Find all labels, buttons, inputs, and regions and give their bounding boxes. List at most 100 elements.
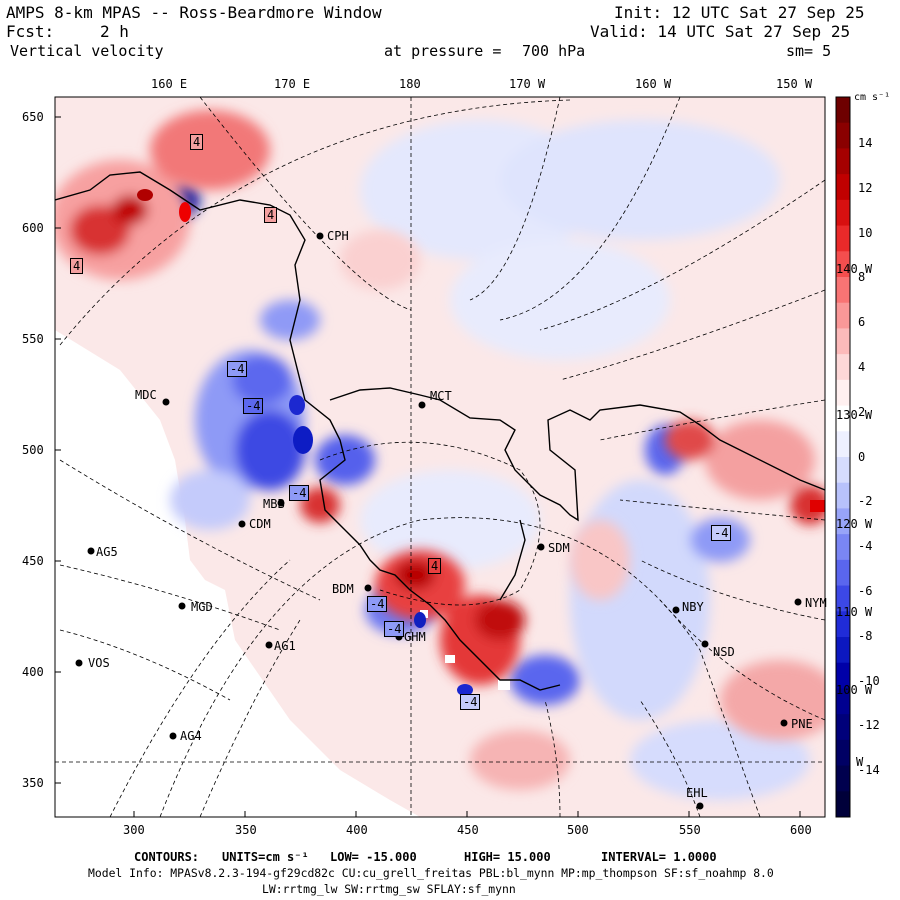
colorbar-swatch [836, 251, 850, 278]
y-tick-label: 500 [22, 443, 44, 457]
colorbar-swatch [836, 431, 850, 458]
smoothing: sm= 5 [786, 42, 832, 60]
lon-label: 150 W [776, 77, 813, 91]
contour-label: 4 [190, 134, 204, 150]
station-label: NSD [713, 645, 735, 659]
colorbar-swatch [836, 791, 850, 818]
colorbar-swatch [836, 534, 850, 561]
contour-label: 4 [264, 207, 278, 223]
colorbar-swatch [836, 508, 850, 535]
axis-ticks [55, 116, 801, 817]
pressure-level: 700 hPa [522, 42, 586, 60]
vertical-velocity-field [55, 97, 825, 817]
lon-label: 160 E [151, 77, 188, 91]
station-label: VOS [88, 656, 110, 670]
field-name: Vertical velocity [10, 42, 164, 60]
colorbar-swatch [836, 122, 850, 149]
colorbar-swatch [836, 174, 850, 201]
y-tick-label: 550 [22, 332, 44, 346]
colorbar-swatch [836, 457, 850, 484]
meridian-label: W [856, 755, 864, 769]
colorbar-units: cm s⁻¹ [854, 92, 891, 103]
contour-label: -4 [711, 525, 732, 541]
station-label: PNE [791, 717, 813, 731]
model-info: Model Info: MPASv8.2.3-194-gf29cd82c CU:… [88, 866, 774, 880]
colorbar-tick-label: 10 [858, 225, 873, 240]
blue-shading [125, 120, 810, 800]
no-data-region [55, 330, 420, 817]
colorbar-swatch [836, 637, 850, 664]
meridian-label: 110 W [836, 605, 873, 619]
meridian-label: 100 W [836, 683, 873, 697]
lon-label: 170 W [509, 77, 546, 91]
init-time: Init: 12 UTC Sat 27 Sep 25 [614, 3, 865, 22]
y-tick-label: 350 [22, 776, 44, 790]
contour-label: -4 [227, 361, 248, 377]
contour-label: -4 [367, 596, 388, 612]
x-tick-label: 400 [346, 823, 368, 837]
contour-label: -4 [243, 398, 264, 414]
x-tick-label: 300 [123, 823, 145, 837]
colorbar-swatch [836, 585, 850, 612]
station-label: SDM [548, 541, 570, 555]
station-label: MGD [191, 600, 213, 614]
station-label: EHL [686, 786, 708, 800]
colorbar-tick-label: 8 [858, 270, 866, 285]
contours-units: UNITS=cm s⁻¹ [222, 850, 309, 864]
colorbar-swatch [836, 559, 850, 587]
x-tick-label: 450 [457, 823, 479, 837]
valid-time: Valid: 14 UTC Sat 27 Sep 25 [590, 22, 851, 41]
colorbar-swatch [836, 739, 850, 767]
plot-frame [54, 96, 826, 818]
colorbar-tick-label: 14 [858, 136, 873, 150]
colorbar-tick-label: 6 [858, 315, 866, 330]
colorbar-swatch [836, 148, 850, 175]
colorbar-tick-label: 2 [858, 404, 866, 419]
contour-label: 4 [428, 558, 442, 574]
colorbar-swatch [836, 225, 850, 252]
colorbar-swatch [836, 97, 850, 124]
contours-high: HIGH= 15.000 [464, 850, 551, 864]
colorbar-tick-label: -4 [858, 539, 873, 554]
station-label: MCT [430, 389, 452, 403]
lat-lon-grid [55, 97, 825, 817]
physics-info: LW:rrtmg_lw SW:rrtmg_sw SFLAY:sf_mynn [262, 882, 516, 896]
lon-label: 160 W [635, 77, 672, 91]
pressure-label: at pressure = [384, 42, 502, 60]
lon-label: 180 [399, 77, 421, 91]
colorbar-swatch [836, 405, 850, 432]
station-label: BDM [332, 582, 354, 596]
y-tick-label: 400 [22, 665, 44, 679]
contour-label: 4 [70, 258, 84, 274]
coastline [55, 171, 825, 691]
colorbar-tick-label: 12 [858, 180, 873, 195]
y-tick-label: 450 [22, 554, 44, 568]
colorbar-tick-label: 4 [858, 360, 866, 374]
sharp-cells [137, 189, 825, 696]
colorbar-tick-label: -8 [858, 628, 873, 643]
colorbar [835, 96, 851, 818]
x-tick-label: 350 [235, 823, 257, 837]
station-label: AG1 [274, 639, 296, 653]
x-tick-label: 500 [567, 823, 589, 837]
colorbar-swatch [836, 714, 850, 741]
station-label: NYM [805, 596, 827, 610]
contours-low: LOW= -15.000 [330, 850, 417, 864]
colorbar-swatch [836, 199, 850, 227]
red-shading [55, 110, 825, 790]
y-tick-label: 650 [22, 110, 44, 124]
station-label: MDC [135, 388, 157, 402]
colorbar-swatch [836, 328, 850, 355]
x-tick-label: 550 [679, 823, 701, 837]
colorbar-swatch [836, 379, 850, 407]
colorbar-tick-label: -2 [858, 494, 873, 509]
forecast-hour: 2 h [100, 22, 129, 41]
colorbar-swatch [836, 688, 850, 715]
y-tick-label: 600 [22, 221, 44, 235]
station-label: AG5 [96, 545, 118, 559]
meridian-label: 130 W [836, 408, 873, 422]
lon-label: 170 E [274, 77, 311, 91]
contour-label: -4 [384, 621, 405, 637]
meridian-label: 120 W [836, 517, 873, 531]
